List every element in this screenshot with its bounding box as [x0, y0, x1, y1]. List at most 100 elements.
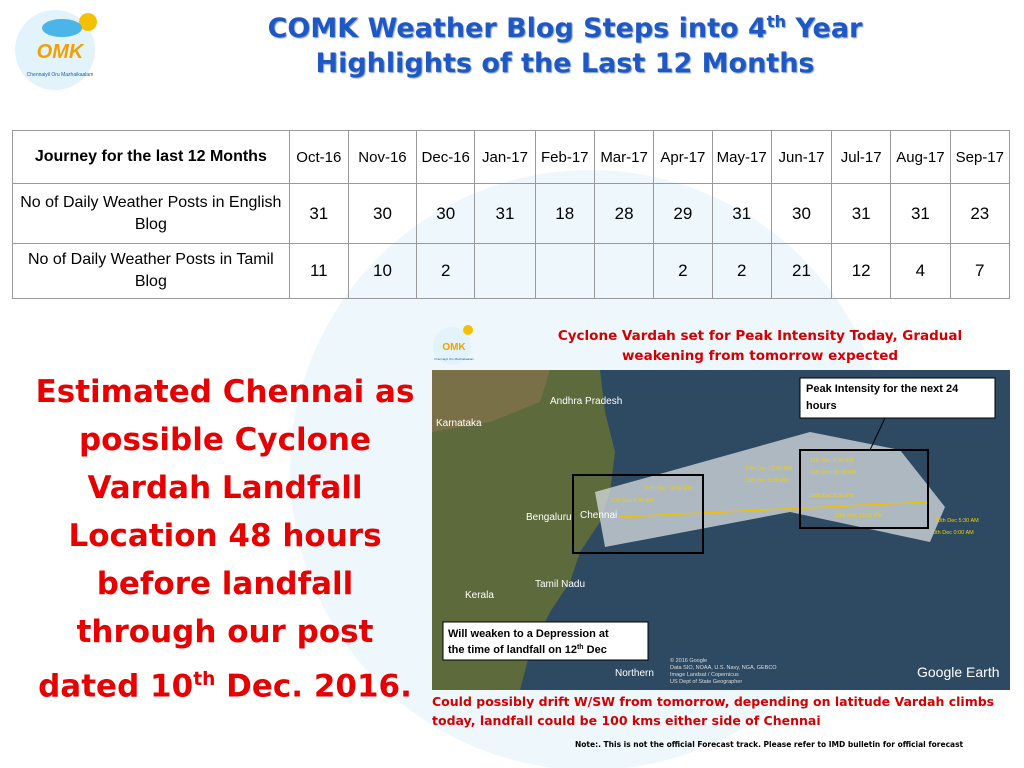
value-cell: 28 — [593, 183, 655, 244]
credit: Image Landsat / Copernicus — [670, 672, 739, 678]
data-row: No of Daily Weather Posts in English Blo… — [12, 183, 1011, 244]
month-header: Nov-16 — [347, 130, 418, 184]
inset-logo-sun — [463, 325, 473, 335]
month-header: Jul-17 — [831, 130, 892, 184]
map-label: Bengaluru — [526, 512, 572, 523]
month-header: Feb-17 — [534, 130, 595, 184]
pointer — [869, 417, 886, 451]
map-label: Karnataka — [436, 418, 482, 429]
land — [432, 370, 615, 690]
track-label: 11th Dec 12:00 PM — [745, 466, 792, 472]
track-label: 11th Dec 5:30 AM — [810, 458, 854, 464]
body-text: Estimated Chennai as possible Cyclone Vard… — [20, 368, 430, 710]
peak-text: Peak Intensity for the next 24 hours — [806, 383, 959, 412]
value-cell: 10 — [347, 243, 418, 299]
value-cell: 29 — [653, 183, 713, 244]
month-header: Dec-16 — [416, 130, 476, 184]
peak-box-frame — [799, 449, 929, 529]
title-text: COMK Weather Blog Steps into 4 — [267, 13, 767, 44]
inset-title: Cyclone Vardah set for Peak Intensity To… — [557, 328, 963, 344]
value-cell: 31 — [831, 183, 892, 244]
value-cell — [474, 243, 536, 299]
note: Note:. This is not the official Forecast… — [575, 740, 964, 749]
month-header: Oct-16 — [288, 130, 349, 184]
body-text: Dec. 2016. — [215, 668, 412, 705]
weaken-text: the time of landfall on 12 — [448, 644, 577, 656]
value-cell — [593, 243, 655, 299]
track-line — [619, 501, 931, 518]
month-header: Apr-17 — [653, 130, 713, 184]
weaken-text: Will weaken to a Depression at — [448, 628, 609, 640]
logo-cloud — [42, 19, 82, 37]
inset: OMK Chennaiyil Oru Mazhaikaalam Peak Int… — [430, 322, 1015, 762]
value-cell: 11 — [288, 243, 349, 299]
value-cell: 30 — [347, 183, 418, 244]
logo-brand: OMK — [37, 41, 85, 63]
track-label: 11th Dec 00:00 AM — [810, 470, 857, 476]
track-label: 10th Dec 12:00 PM — [835, 513, 883, 519]
map-label: Kerala — [465, 590, 494, 601]
value-cell: 23 — [949, 183, 1011, 244]
title-sup: th — [766, 12, 787, 31]
logo-tagline: Chennaiyil Oru Mazhaikaalam — [27, 72, 94, 78]
track-label: 10th Dec 5:30 PM — [810, 493, 854, 499]
credit: Data SIO, NOAA, U.S. Navy, NGA, GEBCO — [670, 665, 777, 671]
body-line: possible Cyclone — [78, 422, 371, 458]
body-line: dated 10th Dec. 2016. — [20, 656, 430, 710]
value-cell: 18 — [534, 183, 595, 244]
value-cell: 21 — [770, 243, 833, 299]
weaken-text: Will weaken to a Depression at — [448, 628, 609, 640]
map-label: Andhra Pradesh — [550, 396, 622, 407]
body-line: through our post — [76, 614, 374, 650]
map-label: Chennai — [580, 510, 617, 521]
track-label: 10th Dec 5:30 AM — [935, 518, 979, 524]
body-line: Estimated Chennai as — [35, 374, 415, 410]
value-cell: 31 — [288, 183, 349, 244]
logo-sun — [79, 13, 97, 31]
inset-graphic: OMK Chennaiyil Oru Mazhaikaalam Peak Int… — [432, 325, 1010, 690]
title-line: COMK Weather Blog Steps into 4th Year — [180, 12, 950, 44]
month-header: May-17 — [711, 130, 772, 184]
value-cell: 12 — [831, 243, 892, 299]
value-cell: 31 — [474, 183, 536, 244]
month-header: Sep-17 — [949, 130, 1011, 184]
body-line: before landfall — [96, 566, 354, 602]
title-line: Highlights of the Last 12 Months — [315, 48, 815, 79]
map-label: Tamil Nadu — [535, 579, 585, 590]
value-cell: 7 — [949, 243, 1011, 299]
inset-title: weakening from tomorrow expected — [621, 348, 899, 364]
data-row: No of Daily Weather Posts in Tamil Blog 1… — [12, 243, 1011, 299]
inset-logo — [433, 327, 471, 365]
weaken-sup: th — [577, 644, 584, 651]
track-label: 12th Dec 12:00 PM — [645, 486, 693, 492]
body-sup: th — [193, 669, 216, 690]
peak-text: hours — [806, 400, 837, 412]
body-text: dated 10 — [38, 668, 194, 705]
forecast-cone — [595, 432, 945, 547]
stats-table: Journey for the last 12 Months Oct-16 Nov-… — [12, 130, 1011, 299]
value-cell: 2 — [416, 243, 476, 299]
peak-box — [799, 377, 996, 419]
header-row: Journey for the last 12 Months Oct-16 Nov-… — [12, 130, 1011, 184]
value-cell: 31 — [711, 183, 772, 244]
value-cell — [534, 243, 595, 299]
month-header: Jan-17 — [474, 130, 536, 184]
credit: © 2016 Google — [670, 657, 707, 664]
land-highlands — [432, 370, 550, 432]
month-header: Mar-17 — [593, 130, 655, 184]
track-label: 12th Dec 5:30 AM — [610, 498, 654, 504]
peak-text: Peak Intensity for the next 24 — [806, 383, 959, 395]
weaken-box — [442, 621, 649, 661]
inset-logo-brand: OMK — [442, 342, 466, 353]
value-cell: 30 — [416, 183, 476, 244]
track-label: 11th Dec 5:30 PM — [745, 478, 789, 484]
month-header: Aug-17 — [890, 130, 951, 184]
body-line: Vardah Landfall — [87, 470, 363, 506]
value-cell: 2 — [711, 243, 772, 299]
row-header: Journey for the last 12 Months — [12, 130, 290, 184]
track-label: 10th Dec 0:00 AM — [930, 530, 974, 536]
value-cell: 4 — [890, 243, 951, 299]
credit: US Dept of State Geographer — [670, 679, 742, 685]
inset-caption: Could possibly drift W/SW from tomorrow,… — [432, 694, 995, 709]
